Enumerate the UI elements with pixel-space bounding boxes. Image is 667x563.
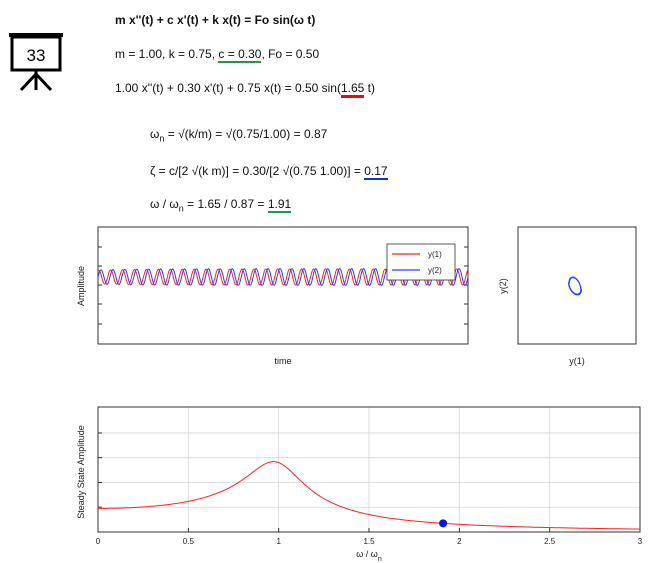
zeta-value: 0.17: [364, 164, 388, 180]
zeta-prefix: ζ = c/[2 √(k m)] = 0.30/[2 √(0.75 1.00)]…: [150, 164, 365, 178]
equation-frequency-ratio: ω / ωn = 1.65 / 0.87 = 1.91: [150, 197, 292, 214]
frequency-xlabel-sub: n: [378, 556, 382, 562]
time-response-legend: y(1) y(2): [386, 243, 456, 281]
legend-label-y1: y(1): [428, 250, 442, 259]
phase-portrait-chart: y(1) y(2): [498, 226, 637, 366]
series-y2-line: [97, 267, 469, 287]
ratio-sub: n: [178, 203, 184, 214]
equation-numeric: 1.00 x''(t) + 0.30 x'(t) + 0.75 x(t) = 0…: [115, 81, 376, 98]
frequency-xlabel: ω / ωn: [356, 549, 382, 562]
x-tick-label: 0: [96, 537, 101, 546]
phase-xlabel: y(1): [569, 356, 585, 366]
x-tick-label: 2: [457, 537, 462, 546]
frequency-xlabel-text: ω / ω: [356, 549, 378, 559]
equation-params: m = 1.00, k = 0.75, c = 0.30, Fo = 0.50: [115, 47, 320, 63]
omega-n-rhs: = √(k/m) = √(0.75/1.00) = 0.87: [164, 127, 328, 141]
x-tick-label: 1.5: [363, 537, 375, 546]
legend-label-y2: y(2): [428, 266, 442, 275]
operating-point-marker: [439, 519, 448, 528]
phase-orbit: [568, 276, 582, 296]
phase-ylabel: y(2): [498, 278, 508, 294]
ratio-value: 1.91: [267, 197, 292, 213]
x-tick-label: 1: [276, 537, 281, 546]
numeric-suffix: t): [364, 81, 376, 95]
frequency-grid: [97, 407, 641, 532]
equation-natural-frequency: ωn = √(k/m) = √(0.75/1.00) = 0.87: [150, 127, 327, 143]
time-response-chart: y(1) y(2) time Amplitude: [76, 226, 469, 366]
equation-main: m x''(t) + c x'(t) + k x(t) = Fo sin(ω t…: [115, 13, 316, 27]
x-tick-label: 3: [638, 537, 643, 546]
badge-number: 33: [27, 46, 46, 65]
param-c: c = 0.30: [218, 47, 262, 63]
presentation-board-icon: 33: [9, 33, 63, 92]
x-tick-label: 0.5: [183, 537, 195, 546]
x-tick-label: 2.5: [544, 537, 556, 546]
ratio-lhs: ω / ω: [150, 197, 179, 211]
equation-damping-ratio: ζ = c/[2 √(k m)] = 0.30/[2 √(0.75 1.00)]…: [150, 164, 388, 180]
time-response-ylabel: Amplitude: [76, 266, 86, 306]
frequency-response-chart: 0 0.5 1 1.5 2 2.5 3 ω / ωn Steady State Amplit…: [76, 406, 643, 562]
time-response-xlabel: time: [274, 356, 291, 366]
frequency-response-curve: [98, 461, 640, 530]
ratio-mid: = 1.65 / 0.87 =: [183, 197, 268, 211]
frequency-x-ticks: 0 0.5 1 1.5 2 2.5 3: [96, 528, 643, 546]
params-prefix: m = 1.00, k = 0.75,: [115, 47, 219, 61]
numeric-prefix: 1.00 x''(t) + 0.30 x'(t) + 0.75 x(t) = 0…: [115, 81, 341, 95]
omega-n-lhs: ω: [150, 127, 160, 141]
params-suffix: , Fo = 0.50: [261, 47, 320, 61]
numeric-omega: 1.65: [340, 81, 365, 98]
frequency-ylabel: Steady State Amplitude: [76, 425, 86, 519]
omega-n-sub: n: [159, 133, 165, 144]
